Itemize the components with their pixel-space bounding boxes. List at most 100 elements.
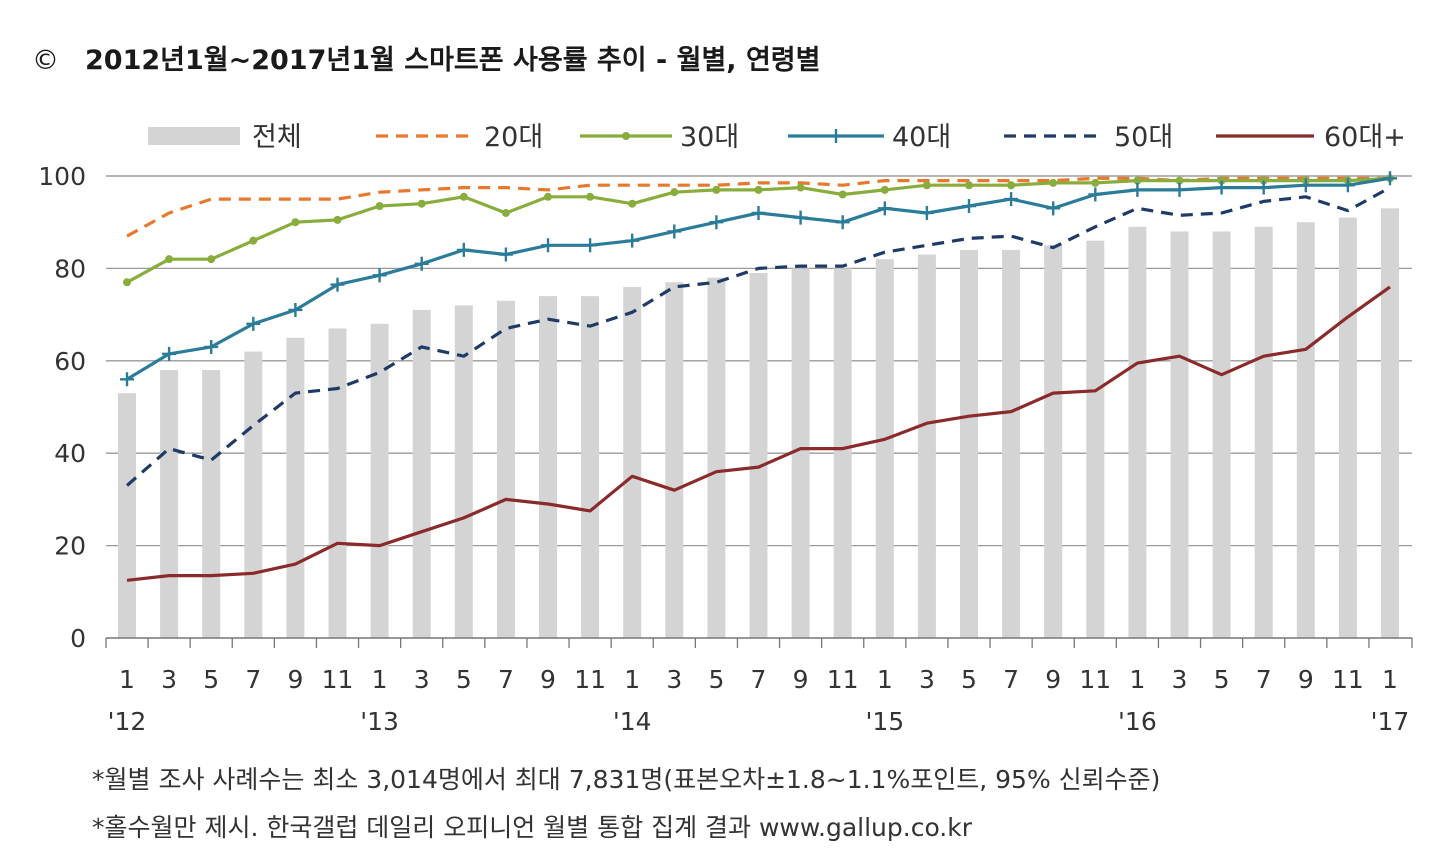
series-point (628, 199, 637, 208)
x-year-label: '15 (865, 707, 904, 736)
series-point (333, 215, 342, 224)
x-year-label: '14 (613, 707, 652, 736)
series-point (625, 233, 640, 248)
series-point (793, 210, 808, 225)
series-point (751, 205, 766, 220)
x-tick-label: 11 (1079, 665, 1111, 694)
bar (370, 323, 389, 638)
series-point (498, 247, 513, 262)
bar (623, 286, 642, 638)
y-tick-label: 80 (54, 254, 86, 283)
series-point (586, 192, 595, 201)
x-tick-label: 11 (827, 665, 859, 694)
x-tick-label: 7 (1256, 665, 1272, 694)
series-point (330, 277, 345, 292)
series-point (414, 256, 429, 271)
series-line (126, 285, 1391, 582)
series-point (207, 255, 216, 264)
x-tick-label: 9 (793, 665, 809, 694)
series-point (796, 183, 805, 192)
series-point (583, 238, 598, 253)
series-point (372, 268, 387, 283)
bar (539, 296, 557, 638)
x-tick-label: 9 (540, 665, 556, 694)
legend-marker (829, 129, 843, 143)
x-tick-label: 5 (203, 665, 219, 694)
series-point (1175, 176, 1184, 185)
series-point (1214, 180, 1229, 195)
series-point (459, 192, 468, 201)
series-point (709, 215, 724, 230)
series-point (1383, 171, 1397, 186)
x-tick-label: 3 (666, 665, 682, 694)
series-point (1088, 187, 1103, 202)
bar (749, 273, 768, 638)
x-tick-label: 9 (1045, 665, 1061, 694)
x-tick-label: 1 (624, 665, 640, 694)
series-point (835, 215, 850, 230)
bar (1254, 226, 1273, 638)
series-point (375, 202, 384, 211)
chart: 전체 20대 30대 40대 50대 60대+ 1 3 5 7 9 11 1 3 5 7 9 11 1 3 5 7 9 11… (38, 122, 1413, 736)
series-point (754, 185, 763, 194)
series-point (544, 192, 552, 201)
x-tick-label: 1 (1382, 665, 1398, 694)
series-point (501, 208, 510, 217)
legend-label: 30대 (680, 122, 739, 153)
bar (496, 300, 515, 638)
series-point (1133, 176, 1142, 185)
series-point (1340, 178, 1355, 193)
series-point (838, 190, 847, 199)
bar (202, 370, 221, 638)
x-year-label: '12 (108, 707, 147, 736)
footnote-source: *홀수월만 제시. 한국갤럽 데일리 오피니언 월별 통합 집계 결과 www.… (92, 813, 973, 842)
series-point (204, 339, 219, 354)
bar (1296, 222, 1315, 638)
series-point (1172, 182, 1187, 197)
bar (833, 268, 852, 638)
x-tick-label: 11 (322, 665, 354, 694)
legend-label: 전체 (252, 122, 302, 153)
series-point (417, 199, 426, 208)
series-point (1046, 201, 1061, 216)
title-mark: © (32, 45, 59, 76)
bar (917, 254, 936, 639)
series-point (1049, 178, 1058, 187)
y-tick-label: 0 (70, 624, 86, 653)
bar-series (118, 208, 1399, 639)
x-axis: 1 3 5 7 9 11 1 3 5 7 9 11 1 3 5 7 9 11 1 3 5 7 9 11 1 3 5 7 9 11 1'12 '… (105, 637, 1413, 736)
series-point (919, 205, 934, 220)
x-tick-label: 9 (1298, 665, 1314, 694)
series-point (670, 188, 679, 197)
line-series (120, 171, 1397, 582)
x-tick-label: 1 (877, 665, 893, 694)
bar (665, 282, 684, 638)
bar (244, 351, 263, 638)
x-tick-label: 3 (1172, 665, 1188, 694)
legend-swatch-bar (148, 127, 240, 145)
bar (1212, 231, 1231, 638)
x-tick-label: 5 (1214, 665, 1230, 694)
x-tick-label: 1 (1129, 665, 1145, 694)
bar (286, 337, 305, 638)
chart-title: © 2012년1월~2017년1월 스마트폰 사용률 추이 - 월별, 연령별 (32, 38, 820, 77)
bar (581, 296, 600, 638)
x-tick-label: 7 (245, 665, 261, 694)
series-point (456, 242, 471, 257)
series-point (880, 185, 889, 194)
bar (1002, 249, 1021, 639)
series-point (291, 218, 300, 227)
x-tick-label: 11 (574, 665, 606, 694)
x-tick-label: 11 (1332, 665, 1364, 694)
bar (412, 309, 431, 638)
series-point (120, 372, 134, 387)
series-point (1130, 182, 1145, 197)
series-point (1256, 180, 1271, 195)
bar (707, 277, 726, 638)
bar (454, 305, 473, 638)
y-axis: 0 20 40 60 80 100 (38, 162, 86, 653)
series-point (249, 236, 258, 245)
bar (791, 268, 810, 638)
y-tick-label: 100 (38, 162, 86, 191)
x-tick-label: 5 (961, 665, 977, 694)
